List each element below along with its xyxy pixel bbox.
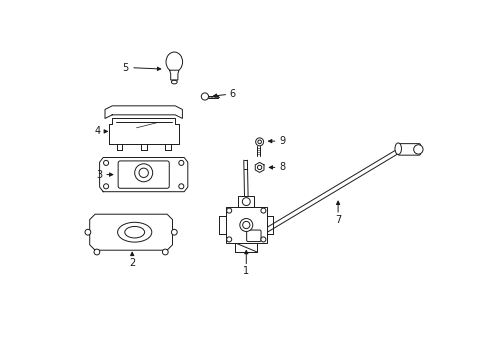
Ellipse shape xyxy=(242,198,250,206)
Circle shape xyxy=(226,208,231,213)
FancyBboxPatch shape xyxy=(225,207,266,243)
Circle shape xyxy=(260,208,265,213)
Circle shape xyxy=(242,221,249,229)
Text: 4: 4 xyxy=(95,126,101,136)
Circle shape xyxy=(260,237,265,242)
Text: 5: 5 xyxy=(122,63,128,73)
Circle shape xyxy=(179,184,183,189)
Circle shape xyxy=(139,168,148,177)
Text: 2: 2 xyxy=(129,258,135,268)
Circle shape xyxy=(257,140,261,144)
Circle shape xyxy=(226,237,231,242)
Ellipse shape xyxy=(394,143,401,154)
Circle shape xyxy=(413,145,422,154)
FancyBboxPatch shape xyxy=(238,196,254,207)
Text: 8: 8 xyxy=(278,162,285,172)
Ellipse shape xyxy=(171,80,177,84)
Circle shape xyxy=(255,138,263,146)
Circle shape xyxy=(179,161,183,166)
Circle shape xyxy=(103,184,108,189)
Polygon shape xyxy=(169,70,179,80)
Circle shape xyxy=(103,161,108,166)
Circle shape xyxy=(239,219,252,231)
FancyBboxPatch shape xyxy=(246,230,261,242)
Polygon shape xyxy=(105,106,182,118)
Circle shape xyxy=(162,249,168,255)
Ellipse shape xyxy=(117,222,151,242)
Text: 9: 9 xyxy=(278,136,285,146)
Text: 7: 7 xyxy=(334,215,341,225)
Polygon shape xyxy=(108,118,179,144)
Polygon shape xyxy=(89,214,172,250)
Circle shape xyxy=(85,229,91,235)
Polygon shape xyxy=(100,158,187,192)
Text: 6: 6 xyxy=(229,89,235,99)
Ellipse shape xyxy=(124,226,144,238)
Text: 1: 1 xyxy=(243,266,249,276)
Text: 3: 3 xyxy=(97,170,102,180)
Polygon shape xyxy=(255,162,264,172)
FancyBboxPatch shape xyxy=(397,144,420,155)
FancyBboxPatch shape xyxy=(118,161,169,188)
Circle shape xyxy=(171,229,177,235)
Circle shape xyxy=(134,164,152,182)
Circle shape xyxy=(94,249,100,255)
Ellipse shape xyxy=(166,52,182,72)
Circle shape xyxy=(257,165,261,170)
Circle shape xyxy=(201,93,208,100)
